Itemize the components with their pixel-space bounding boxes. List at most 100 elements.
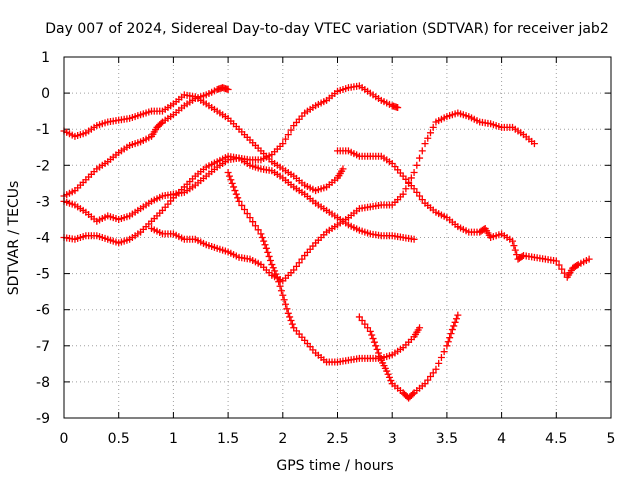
data-point [355,313,363,321]
data-point [292,262,300,270]
x-tick-label: 1.5 [217,431,239,447]
data-point [513,251,521,259]
data-point [375,349,383,357]
x-tick-labels: 0 0.5 1 1.5 2 2.5 3 3.5 4 4.5 5 [60,431,616,447]
data-point [224,169,232,177]
data-point [241,206,249,214]
data-point [454,311,462,319]
data-point [418,196,426,204]
x-axis-title: GPS time / hours [276,458,393,474]
data-point [385,373,393,381]
data-point [426,129,434,137]
data-point [511,246,519,254]
data-point [271,267,279,275]
y-tick-label: -4 [36,231,50,247]
y-tick-label: -6 [36,303,50,319]
y-tick-label: -9 [36,411,50,427]
data-point [440,348,448,356]
y-tick-label: 1 [41,50,50,66]
data-point [368,331,376,339]
data-marks [60,82,593,402]
axis-ticks [63,56,612,419]
data-point [410,169,418,177]
data-point [251,222,259,230]
y-tick-label: -1 [36,122,50,138]
data-point [257,230,265,238]
series-track-4 [60,152,418,247]
data-point [424,376,432,384]
data-point [413,188,421,196]
data-point [283,305,291,313]
data-point [290,266,298,274]
data-point [282,300,290,308]
y-tick-label: -7 [36,339,50,355]
data-point [451,318,459,326]
data-point [409,390,417,398]
data-point [364,324,372,332]
data-point [399,190,407,198]
series-track-6 [224,169,424,366]
data-point [426,372,434,380]
data-point [552,257,560,265]
data-point [254,226,262,234]
data-point [358,317,366,325]
data-point [268,261,276,269]
x-tick-label: 4.5 [545,431,567,447]
y-tick-label: 0 [41,86,50,102]
data-point [276,282,284,290]
data-point [448,326,456,334]
data-point [262,244,270,252]
data-point [279,291,287,299]
data-point [421,140,429,148]
y-axis-title: SDTVAR / TECUs [6,181,22,296]
data-point [446,334,454,342]
data-point [444,338,452,346]
data-point [243,210,251,218]
data-point [435,359,443,367]
y-tick-label: -2 [36,158,50,174]
x-tick-label: 3 [388,431,397,447]
x-tick-label: 1 [169,431,178,447]
data-point [361,320,369,328]
data-point [238,201,246,209]
x-tick-label: 5 [607,431,616,447]
data-point [260,237,268,245]
data-point [416,192,424,200]
data-point [261,241,269,249]
y-tick-label: -3 [36,194,50,210]
data-point [450,322,458,330]
data-point [509,237,517,245]
data-point [394,104,402,112]
data-point [265,252,273,260]
series-track-8 [355,311,462,402]
data-point [416,324,424,332]
chart-title: Day 007 of 2024, Sidereal Day-to-day VTE… [45,21,608,37]
data-point [266,257,274,265]
data-point [298,255,306,263]
data-point [452,315,460,323]
series-track-7 [334,147,593,281]
data-point [376,353,384,361]
data-point [284,309,292,317]
data-point [429,369,437,377]
data-point [225,172,233,180]
data-point [339,165,347,173]
data-point [370,338,378,346]
data-point [413,161,421,169]
data-point [369,335,377,343]
data-point [275,278,283,286]
data-point [407,174,415,182]
x-tick-label: 4 [497,431,506,447]
x-tick-label: 0 [60,431,69,447]
data-point [234,194,242,202]
data-point [287,317,295,325]
y-tick-labels: 1 0 -1 -2 -3 -4 -5 -6 -7 -8 -9 [36,50,50,427]
data-point [231,187,239,195]
data-point [157,119,165,127]
data-point [264,248,272,256]
data-point [280,296,288,304]
data-point [272,270,280,278]
data-point [530,140,538,148]
data-point [277,287,285,295]
